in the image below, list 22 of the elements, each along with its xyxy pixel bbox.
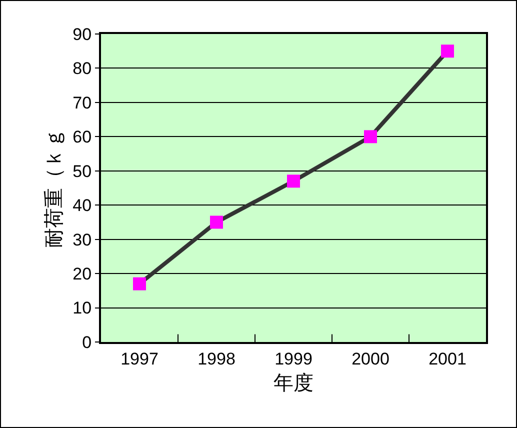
y-tick-label: 60: [72, 128, 92, 147]
y-tick-label: 20: [72, 264, 92, 284]
point: [287, 174, 300, 188]
y-tick-label: 30: [72, 230, 92, 250]
y-tick-label: 0: [82, 332, 92, 352]
y-tick-label: 10: [72, 298, 92, 318]
y-tick-label: 70: [72, 93, 92, 112]
point: [210, 216, 223, 229]
point: [441, 44, 454, 58]
y-axis-title: 耐荷重（ｋｇ: [44, 128, 66, 248]
y-tick-label: 80: [72, 59, 92, 78]
x-tick-label: 2001: [428, 349, 466, 368]
y-tick-label: 40: [72, 196, 92, 216]
x-axis-title: 年度: [274, 372, 314, 394]
y-tick-label: 90: [72, 24, 92, 44]
x-tick-label: 1997: [120, 349, 158, 368]
point: [364, 130, 377, 144]
x-tick-label: 1998: [198, 349, 236, 368]
x-tick-label: 2000: [352, 349, 390, 368]
point: [133, 277, 146, 290]
y-tick-label: 50: [72, 162, 92, 181]
x-tick-label: 1999: [274, 349, 312, 368]
